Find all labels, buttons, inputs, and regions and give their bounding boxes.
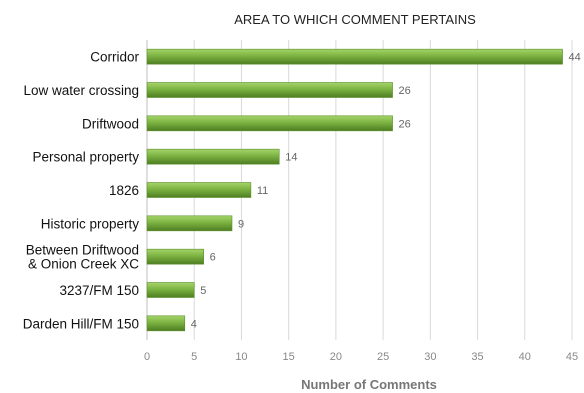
x-tick-label: 35 — [471, 351, 483, 363]
bar — [146, 182, 252, 198]
x-tick-label: 15 — [283, 351, 295, 363]
category-label: Driftwood — [82, 116, 139, 131]
x-axis-ticks: 0 5 10 15 20 25 30 35 40 45 — [144, 351, 578, 363]
data-label: 26 — [399, 85, 411, 97]
data-label: 11 — [257, 185, 268, 197]
x-tick-label: 20 — [330, 351, 342, 363]
category-label: Between Driftwood & Onion Creek XC — [26, 243, 140, 272]
data-label: 6 — [210, 252, 216, 264]
x-axis-title: Number of Comments — [301, 377, 437, 392]
category-label: Darden Hill/FM 150 — [23, 316, 139, 331]
x-tick-label: 30 — [424, 351, 436, 363]
x-tick-label: 10 — [235, 351, 247, 363]
bar — [146, 48, 563, 65]
x-tick-label: 40 — [519, 351, 531, 363]
bar — [146, 115, 393, 132]
category-label: 1826 — [109, 183, 139, 198]
category-label: Personal property — [32, 150, 139, 165]
x-tick-label: 45 — [566, 351, 578, 363]
data-label: 9 — [238, 218, 244, 230]
category-label: Historic property — [41, 216, 140, 231]
category-label: 3237/FM 150 — [59, 283, 139, 298]
category-labels: Corridor Low water crossing Driftwood Perso… — [23, 50, 140, 332]
category-label: Low water crossing — [23, 83, 139, 98]
bar — [146, 282, 195, 298]
x-tick-label: 5 — [191, 351, 197, 363]
bar — [146, 215, 233, 232]
x-tick-label: 0 — [144, 351, 150, 363]
x-tick-label: 25 — [377, 351, 389, 363]
chart-title: AREA TO WHICH COMMENT PERTAINS — [234, 12, 476, 27]
data-label: 14 — [285, 152, 297, 164]
data-label: 26 — [399, 118, 411, 130]
data-label: 5 — [200, 285, 206, 297]
bar — [146, 148, 280, 165]
bar — [146, 248, 204, 265]
data-label: 44 — [569, 52, 581, 64]
category-label: Corridor — [90, 50, 139, 65]
bar — [146, 82, 393, 98]
data-label: 4 — [191, 318, 197, 330]
bar — [146, 315, 186, 332]
bars: 44 26 26 14 11 9 6 5 4 — [146, 48, 581, 332]
